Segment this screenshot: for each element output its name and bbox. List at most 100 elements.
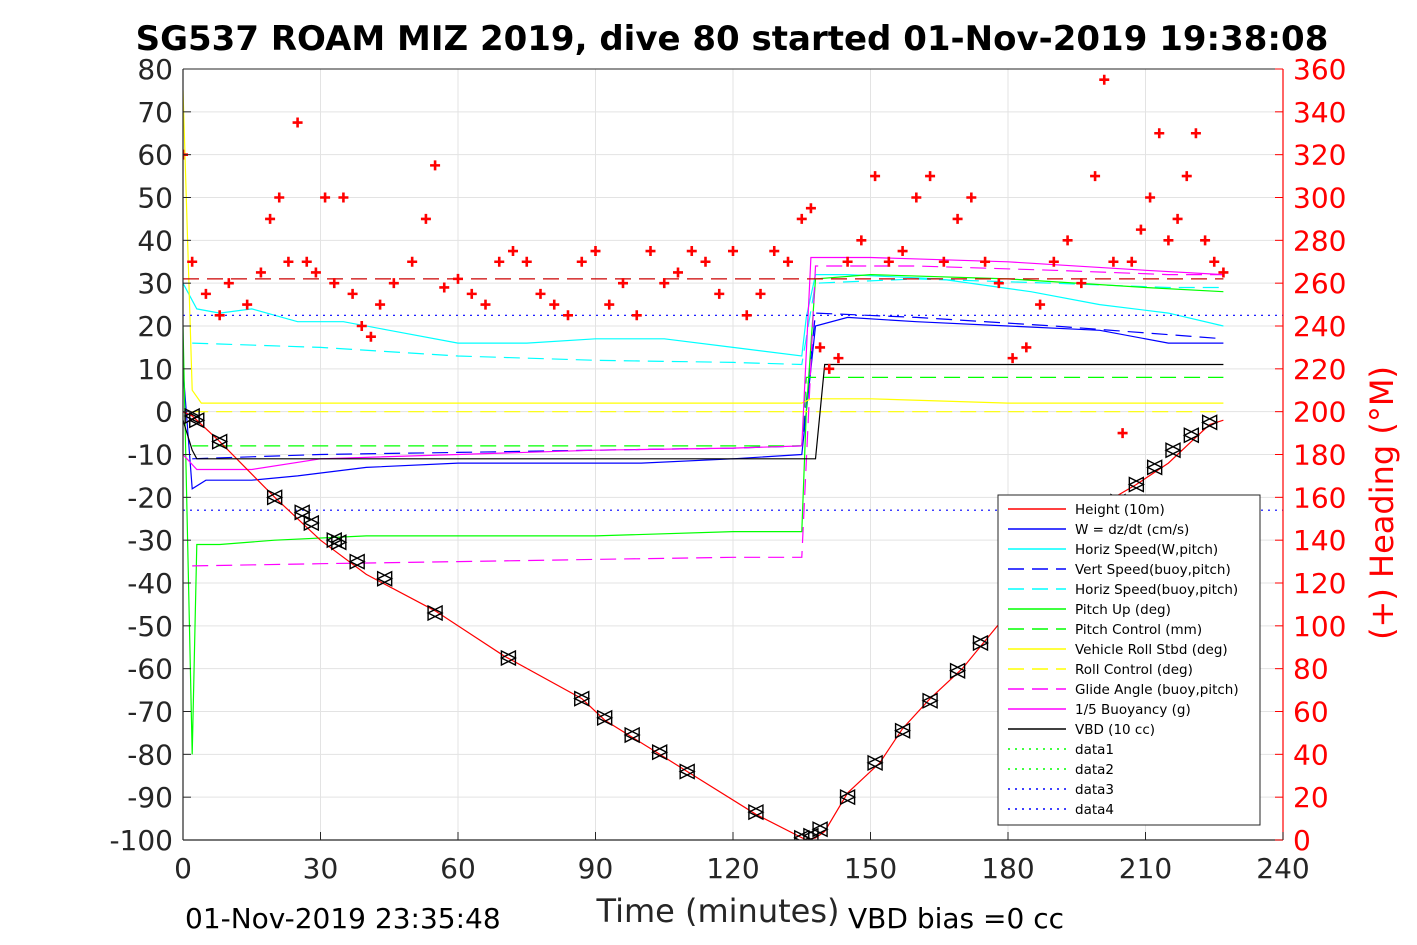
heading-point bbox=[265, 213, 276, 224]
legend-label: 1/5 Buoyancy (g) bbox=[1075, 702, 1191, 718]
y-tick-label: 20 bbox=[137, 310, 173, 343]
heading-point bbox=[1076, 278, 1087, 289]
heading-point bbox=[1099, 74, 1110, 85]
x-tick-label: 210 bbox=[1119, 852, 1172, 885]
heading-point bbox=[453, 273, 463, 284]
depth-marker bbox=[839, 789, 857, 806]
legend-label: W = dz/dt (cm/s) bbox=[1075, 522, 1189, 538]
x-tick-label: 180 bbox=[981, 852, 1034, 885]
heading-point bbox=[673, 267, 683, 278]
heading-point bbox=[993, 278, 1004, 289]
depth-marker bbox=[678, 763, 696, 780]
series-horiz-speed-w-pitch bbox=[183, 274, 1224, 357]
heading-point bbox=[576, 256, 587, 267]
legend-label: Roll Control (deg) bbox=[1075, 662, 1193, 678]
heading-point bbox=[549, 299, 560, 310]
y2-tick-label: 180 bbox=[1293, 439, 1346, 472]
y2-tick-label: 140 bbox=[1293, 524, 1346, 557]
y2-tick-label: 260 bbox=[1293, 267, 1346, 300]
y2-tick-label: 360 bbox=[1293, 53, 1346, 86]
heading-point bbox=[320, 192, 331, 203]
y2-tick-label: 40 bbox=[1293, 738, 1329, 771]
y2-tick-label: 200 bbox=[1293, 396, 1346, 429]
depth-marker bbox=[426, 604, 444, 622]
depth-marker bbox=[573, 690, 591, 707]
legend-box bbox=[997, 494, 1261, 826]
legend-label: Horiz Speed(buoy,pitch) bbox=[1075, 582, 1238, 598]
y-tick-label: -50 bbox=[127, 610, 173, 643]
depth-marker bbox=[302, 514, 320, 532]
heading-point bbox=[1154, 128, 1165, 139]
depth-marker bbox=[596, 709, 614, 727]
series-pitch-up-deg bbox=[183, 273, 1224, 755]
heading-point bbox=[1035, 299, 1046, 310]
heading-point bbox=[365, 331, 376, 342]
y-tick-label: 10 bbox=[137, 353, 173, 386]
heading-point bbox=[310, 267, 321, 278]
y2-tick-label: 240 bbox=[1293, 310, 1346, 343]
y-tick-label: -30 bbox=[127, 524, 173, 557]
y-tick-label: -20 bbox=[127, 481, 173, 514]
heading-point bbox=[631, 310, 642, 321]
y2-axis-label: (+) Heading (°M) bbox=[1363, 366, 1401, 640]
y-tick-label: -40 bbox=[127, 567, 173, 600]
y2-tick-label: 300 bbox=[1293, 182, 1346, 215]
heading-point bbox=[338, 192, 349, 203]
heading-point bbox=[805, 203, 816, 214]
heading-point bbox=[659, 278, 670, 289]
legend-label: Vert Speed(buoy,pitch) bbox=[1075, 562, 1231, 578]
depth-marker bbox=[499, 649, 517, 667]
depth-marker bbox=[330, 534, 348, 551]
legend-label: data2 bbox=[1075, 762, 1114, 778]
footer-timestamp: 01-Nov-2019 23:35:48 bbox=[185, 902, 501, 935]
y-tick-label: -100 bbox=[109, 824, 173, 857]
legend-label: Height (10m) bbox=[1075, 502, 1165, 518]
heading-point bbox=[407, 256, 418, 267]
heading-point bbox=[1190, 128, 1201, 139]
legend-label: data4 bbox=[1075, 802, 1114, 818]
heading-point bbox=[439, 282, 450, 293]
y2-tick-label: 80 bbox=[1293, 653, 1329, 686]
heading-point bbox=[356, 321, 367, 331]
legend-label: Pitch Up (deg) bbox=[1075, 602, 1171, 618]
heading-point bbox=[466, 288, 477, 299]
heading-point bbox=[966, 192, 977, 203]
heading-point bbox=[283, 256, 294, 267]
legend-label: Pitch Control (mm) bbox=[1075, 622, 1202, 638]
heading-point bbox=[686, 246, 697, 257]
heading-point bbox=[329, 278, 340, 289]
y-tick-label: -70 bbox=[127, 696, 173, 729]
heading-point bbox=[430, 160, 441, 171]
x-tick-label: 60 bbox=[440, 852, 476, 885]
x-tick-label: 150 bbox=[844, 852, 897, 885]
y2-tick-label: 160 bbox=[1293, 481, 1346, 514]
heading-point bbox=[755, 288, 766, 299]
heading-point bbox=[815, 342, 826, 353]
heading-point bbox=[783, 256, 793, 267]
heading-point bbox=[187, 256, 198, 267]
heading-point bbox=[728, 246, 738, 257]
footer-vbd-bias: VBD bias =0 cc bbox=[848, 902, 1064, 935]
depth-marker bbox=[949, 662, 967, 679]
heading-point bbox=[420, 213, 431, 224]
legend-label: Glide Angle (buoy,pitch) bbox=[1075, 682, 1239, 698]
legend-label: Horiz Speed(W,pitch) bbox=[1075, 542, 1218, 558]
y2-tick-label: 20 bbox=[1293, 781, 1329, 814]
x-tick-label: 120 bbox=[706, 852, 759, 885]
heading-point bbox=[897, 246, 908, 257]
heading-point bbox=[700, 256, 711, 267]
heading-point bbox=[856, 235, 867, 246]
series-1-5-buoyancy-g bbox=[183, 256, 1224, 471]
heading-point bbox=[1062, 235, 1073, 246]
depth-marker bbox=[651, 744, 669, 761]
y2-tick-label: 220 bbox=[1293, 353, 1346, 386]
depth-marker bbox=[211, 433, 229, 450]
y-tick-label: 50 bbox=[137, 182, 173, 215]
heading-point bbox=[1209, 256, 1220, 267]
chart-title: SG537 ROAM MIZ 2019, dive 80 started 01-… bbox=[136, 19, 1329, 59]
heading-point bbox=[1126, 256, 1137, 267]
heading-point bbox=[1163, 235, 1174, 246]
depth-marker bbox=[266, 489, 284, 506]
axes: -100-90-80-70-60-50-40-30-20-10010203040… bbox=[109, 53, 1346, 885]
y-tick-label: 70 bbox=[137, 96, 173, 129]
